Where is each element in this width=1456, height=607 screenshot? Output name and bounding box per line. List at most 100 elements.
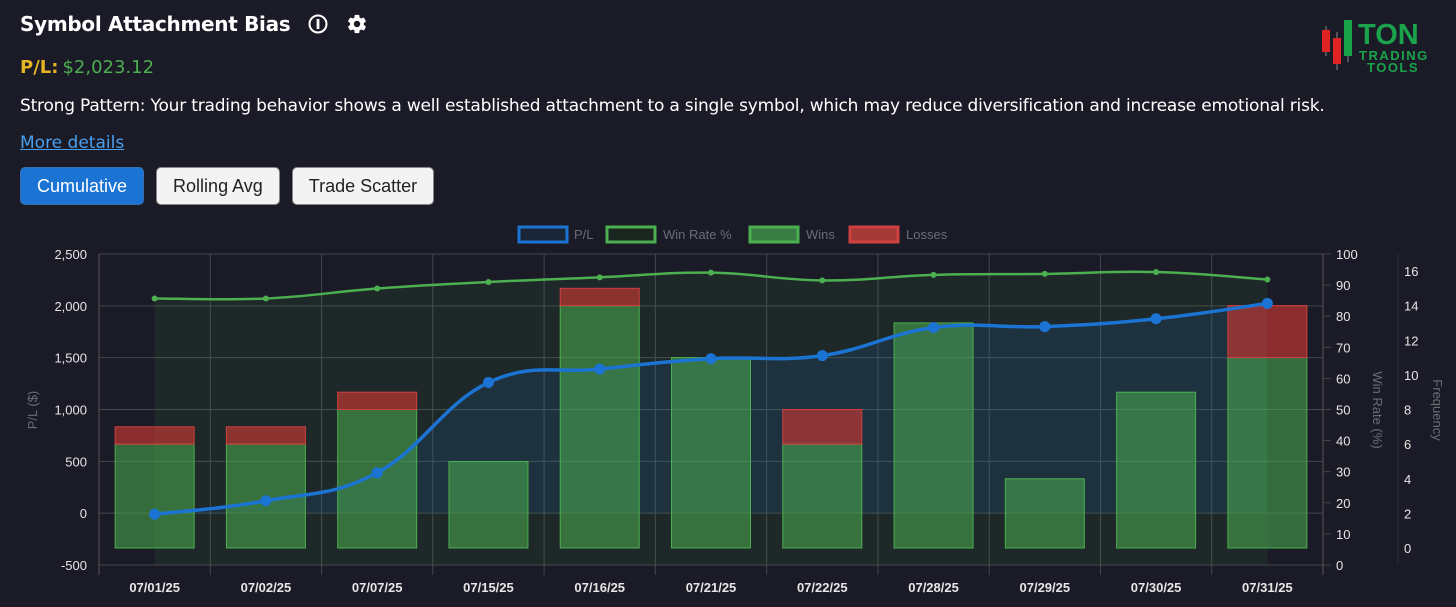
win-rate-point[interactable]: [374, 285, 381, 292]
pl-point[interactable]: [260, 495, 272, 507]
svg-text:07/01/25: 07/01/25: [129, 580, 180, 595]
losses-bar: [337, 391, 418, 410]
title-row: Symbol Attachment Bias: [20, 12, 368, 36]
legend-swatch[interactable]: [605, 225, 657, 244]
tab-cumulative[interactable]: Cumulative: [20, 167, 145, 205]
wins-bar: [114, 443, 195, 549]
losses-bar: [559, 287, 640, 307]
more-details-link[interactable]: More details: [20, 133, 125, 153]
legend-label[interactable]: P/L: [574, 227, 594, 242]
view-tabs: Cumulative Rolling Avg Trade Scatter: [20, 167, 435, 205]
legend-swatch[interactable]: [748, 225, 800, 244]
svg-text:12: 12: [1404, 333, 1418, 348]
svg-text:07/07/25: 07/07/25: [352, 580, 403, 595]
svg-text:500: 500: [65, 454, 87, 469]
legend-label[interactable]: Wins: [806, 227, 835, 242]
svg-text:07/28/25: 07/28/25: [908, 580, 959, 595]
pl-value: $2,023.12: [62, 57, 155, 78]
pl-label: P/L:: [20, 57, 59, 78]
legend-swatch[interactable]: [517, 225, 569, 244]
candlestick-icon: [1322, 20, 1352, 70]
pl-point[interactable]: [371, 467, 383, 479]
pl-point[interactable]: [816, 350, 828, 362]
pl-point[interactable]: [594, 363, 606, 375]
win-rate-point[interactable]: [1153, 269, 1160, 276]
win-rate-point[interactable]: [1041, 270, 1048, 277]
wins-bar: [1116, 391, 1197, 549]
logo-text-trading: TRADING: [1359, 48, 1429, 63]
svg-text:90: 90: [1336, 278, 1350, 293]
svg-text:0: 0: [1336, 558, 1343, 573]
svg-text:0: 0: [1404, 541, 1411, 556]
svg-text:6: 6: [1404, 437, 1411, 452]
svg-text:80: 80: [1336, 309, 1350, 324]
svg-text:07/16/25: 07/16/25: [574, 580, 625, 595]
svg-text:50: 50: [1336, 403, 1350, 418]
wins-bar: [337, 409, 418, 549]
wins-bar: [559, 305, 640, 549]
chart-axes: 2,5002,0001,5001,0005000-500100908070605…: [25, 247, 1445, 595]
svg-text:07/29/25: 07/29/25: [1020, 580, 1071, 595]
pattern-description: Strong Pattern: Your trading behavior sh…: [20, 96, 1325, 116]
wins-bar: [893, 322, 974, 549]
pl-point[interactable]: [1039, 321, 1051, 333]
tab-trade-scatter[interactable]: Trade Scatter: [291, 167, 435, 205]
tab-rolling-avg[interactable]: Rolling Avg: [156, 167, 280, 205]
legend-swatch[interactable]: [848, 225, 900, 244]
svg-text:1,000: 1,000: [54, 403, 87, 418]
win-rate-point[interactable]: [596, 274, 603, 281]
win-rate-point[interactable]: [708, 269, 714, 276]
ton-trading-tools-logo: TON TRADING TOOLS: [1318, 14, 1443, 79]
win-rate-point[interactable]: [262, 295, 269, 302]
svg-text:07/15/25: 07/15/25: [463, 580, 514, 595]
svg-text:07/30/25: 07/30/25: [1131, 580, 1182, 595]
svg-text:14: 14: [1404, 299, 1418, 314]
svg-text:Win Rate (%): Win Rate (%): [1370, 371, 1385, 448]
svg-text:16: 16: [1404, 264, 1418, 279]
svg-text:100: 100: [1336, 247, 1358, 262]
gear-icon[interactable]: [346, 13, 368, 35]
svg-text:40: 40: [1336, 434, 1350, 449]
svg-text:10: 10: [1336, 527, 1350, 542]
info-circle-icon[interactable]: [308, 14, 328, 34]
pl-summary: P/L: $2,023.12: [20, 57, 154, 78]
svg-text:70: 70: [1336, 340, 1350, 355]
svg-text:Frequency: Frequency: [1430, 379, 1445, 441]
svg-text:07/31/25: 07/31/25: [1242, 580, 1293, 595]
pl-point[interactable]: [705, 353, 717, 365]
svg-text:2,500: 2,500: [54, 247, 87, 262]
losses-bar: [114, 426, 195, 445]
wins-bar: [671, 357, 751, 549]
page-title: Symbol Attachment Bias: [20, 12, 291, 36]
win-rate-point[interactable]: [485, 278, 492, 285]
losses-bar: [225, 426, 306, 445]
win-rate-point[interactable]: [151, 295, 158, 302]
svg-text:4: 4: [1404, 472, 1411, 487]
svg-text:07/22/25: 07/22/25: [797, 580, 848, 595]
pl-point[interactable]: [149, 508, 161, 520]
svg-text:2,000: 2,000: [54, 299, 87, 314]
pl-point[interactable]: [928, 322, 940, 334]
wins-bar: [225, 443, 306, 549]
losses-bar: [782, 409, 863, 445]
pl-point[interactable]: [482, 377, 494, 389]
legend-label[interactable]: Losses: [906, 227, 948, 242]
pl-point[interactable]: [1150, 313, 1162, 325]
plot-area: [98, 253, 1324, 575]
svg-text:07/21/25: 07/21/25: [686, 580, 737, 595]
svg-text:20: 20: [1336, 496, 1350, 511]
svg-text:07/02/25: 07/02/25: [241, 580, 292, 595]
pl-point[interactable]: [1261, 297, 1273, 309]
logo-text-ton: TON: [1358, 19, 1419, 51]
svg-text:2: 2: [1404, 506, 1411, 521]
win-rate-point[interactable]: [930, 271, 937, 278]
svg-text:-500: -500: [61, 558, 87, 573]
legend-label[interactable]: Win Rate %: [663, 227, 732, 242]
win-rate-point[interactable]: [819, 277, 826, 284]
svg-text:60: 60: [1336, 371, 1350, 386]
win-rate-point[interactable]: [1264, 276, 1271, 283]
svg-text:1,500: 1,500: [54, 351, 87, 366]
wins-bar: [1227, 357, 1308, 549]
chart-legend: P/L Win Rate % Wins Losses: [517, 225, 948, 244]
